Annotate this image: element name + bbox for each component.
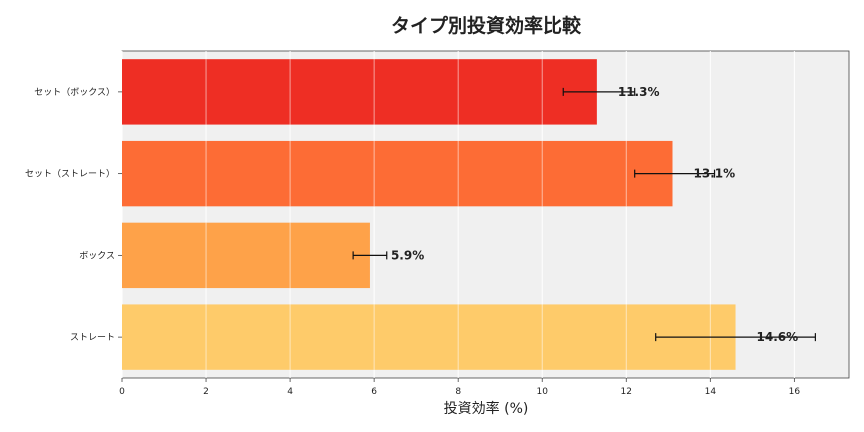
y-category-label-3: ストレート xyxy=(70,333,115,343)
chart-title: タイプ別投資効率比較 xyxy=(391,14,582,37)
error-bars-group xyxy=(352,87,816,342)
bars-group xyxy=(122,59,736,370)
bar-0 xyxy=(122,59,597,125)
x-tick-label-7: 14 xyxy=(705,387,717,397)
data-label-3: 14.6% xyxy=(757,330,799,344)
y-category-label-2: ボックス xyxy=(79,250,115,261)
x-tick-label-8: 16 xyxy=(789,387,801,397)
x-tick-label-3: 6 xyxy=(371,387,377,397)
x-tick-label-0: 0 xyxy=(119,387,125,397)
bar-3 xyxy=(122,304,736,370)
x-axis-ticks: 0 2 4 6 8 10 12 14 16 xyxy=(119,378,800,397)
x-tick-label-1: 2 xyxy=(203,387,209,397)
bar-2 xyxy=(122,222,370,289)
y-category-label-1: セット（ストレート） xyxy=(25,169,115,180)
x-axis-label: 投資効率 (%) xyxy=(444,400,529,417)
x-tick-label-4: 8 xyxy=(455,387,461,397)
data-label-2: 5.9% xyxy=(391,248,424,262)
bar-1 xyxy=(122,140,673,207)
data-label-0: 11.3% xyxy=(618,85,660,99)
y-category-label-0: セット（ボックス） xyxy=(34,87,115,98)
data-labels-group: 11.3% 13.1% 5.9% 14.6% xyxy=(391,85,798,344)
data-label-1: 13.1% xyxy=(694,167,736,181)
x-tick-label-6: 12 xyxy=(621,387,632,397)
x-tick-label-5: 10 xyxy=(537,387,549,397)
x-tick-label-2: 4 xyxy=(287,387,293,397)
